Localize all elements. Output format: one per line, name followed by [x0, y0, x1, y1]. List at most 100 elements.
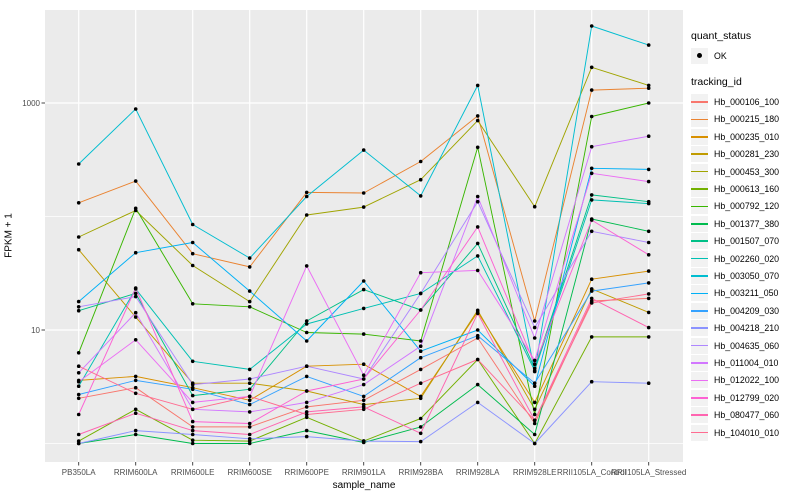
data-point	[304, 213, 309, 217]
data-point	[418, 270, 423, 275]
legend-entry-Hb_003050_070: Hb_003050_070	[691, 267, 799, 284]
data-point	[133, 291, 138, 296]
data-point	[304, 322, 309, 326]
data-point	[304, 364, 309, 369]
data-point	[247, 377, 252, 381]
legend-key-box	[691, 302, 708, 319]
data-point	[532, 325, 537, 330]
data-point	[76, 371, 81, 375]
data-point	[133, 107, 138, 111]
legend-entry-label: Hb_003050_070	[714, 270, 780, 281]
data-point	[190, 382, 195, 387]
data-point	[76, 384, 81, 389]
data-point	[247, 381, 252, 386]
data-point	[532, 407, 537, 412]
data-point	[304, 339, 309, 343]
data-point	[247, 441, 252, 446]
data-point	[418, 291, 423, 296]
data-point	[475, 199, 480, 204]
data-point	[247, 305, 252, 309]
legend-entry-Hb_003211_050: Hb_003211_050	[691, 285, 799, 302]
data-point	[133, 391, 138, 396]
data-point	[418, 367, 423, 372]
data-point	[304, 264, 309, 268]
data-point	[589, 88, 594, 92]
legend-key-box	[691, 320, 708, 337]
data-point	[418, 308, 423, 312]
x-tick-label: RRII105LA_Control	[557, 468, 627, 477]
legend-entry-label: Hb_000453_300	[714, 166, 780, 177]
legend-entry-Hb_012022_100: Hb_012022_100	[691, 372, 799, 389]
data-point	[589, 379, 594, 384]
legend-quant-status-title: quant_status	[691, 30, 752, 42]
data-point	[304, 400, 309, 405]
line-swatch-icon	[691, 309, 708, 312]
data-point	[190, 359, 195, 364]
data-point	[589, 65, 594, 70]
legend-entry-label: Hb_000106_100	[714, 97, 780, 108]
legend-entry-Hb_011004_010: Hb_011004_010	[691, 354, 799, 371]
legend-entry-Hb_004635_060: Hb_004635_060	[691, 337, 799, 354]
data-point	[133, 374, 138, 379]
legend-entry-Hb_000453_300: Hb_000453_300	[691, 163, 799, 180]
data-point	[190, 425, 195, 429]
data-point	[418, 177, 423, 182]
data-point	[76, 351, 81, 355]
data-point	[76, 379, 81, 384]
legend-tracking-id-title: tracking_id	[691, 76, 742, 89]
legend-entry-label: Hb_012022_100	[714, 375, 780, 386]
data-point	[304, 428, 309, 433]
data-point	[361, 287, 366, 292]
data-point	[589, 144, 594, 149]
legend-entry-label: Hb_012799_020	[714, 392, 780, 403]
data-point	[532, 432, 537, 437]
line-swatch-icon	[691, 396, 708, 399]
legend-entry-label: Hb_104010_010	[714, 427, 780, 438]
data-point	[418, 194, 423, 198]
data-point	[190, 400, 195, 405]
data-point	[76, 305, 81, 309]
data-point	[646, 240, 651, 245]
line-swatch-icon	[691, 362, 708, 364]
data-point	[76, 432, 81, 437]
data-point	[190, 407, 195, 412]
data-point	[418, 416, 423, 421]
data-point	[589, 218, 594, 222]
data-point	[418, 355, 423, 360]
legend-entry-label: Hb_000281_230	[714, 149, 780, 160]
x-axis-title: sample_name	[332, 480, 396, 491]
data-point	[589, 301, 594, 305]
point-icon	[697, 53, 702, 59]
line-swatch-icon	[691, 205, 708, 208]
legend-key-box	[691, 424, 708, 441]
data-point	[475, 328, 480, 332]
data-point	[76, 412, 81, 417]
legend-entry-label: Hb_004209_030	[714, 305, 780, 316]
data-point	[418, 381, 423, 386]
legend-entry-Hb_000235_010: Hb_000235_010	[691, 128, 799, 145]
data-point	[475, 308, 480, 313]
data-point	[247, 387, 252, 392]
data-point	[475, 268, 480, 273]
data-point	[247, 398, 252, 403]
x-tick-label: RRIM901LA	[342, 468, 386, 477]
data-point	[133, 310, 138, 315]
data-point	[475, 382, 480, 387]
legend: quant_status OK tracking_id Hb_000106_10…	[691, 30, 799, 441]
data-point	[532, 400, 537, 405]
data-point	[646, 229, 651, 234]
data-point	[418, 425, 423, 429]
legend-tracking-entries: Hb_000106_100 Hb_000215_180 Hb_000235_010 H…	[691, 93, 799, 441]
data-point	[304, 194, 309, 199]
legend-entry-label: Hb_000235_010	[714, 131, 780, 142]
data-point	[133, 428, 138, 433]
data-point	[190, 438, 195, 443]
data-point	[589, 277, 594, 282]
data-point	[532, 412, 537, 417]
data-point	[304, 434, 309, 439]
line-swatch-icon	[691, 170, 708, 173]
data-point	[646, 296, 651, 301]
line-swatch-icon	[691, 153, 708, 156]
data-point	[361, 205, 366, 209]
legend-entry-Hb_000215_180: Hb_000215_180	[691, 111, 799, 128]
